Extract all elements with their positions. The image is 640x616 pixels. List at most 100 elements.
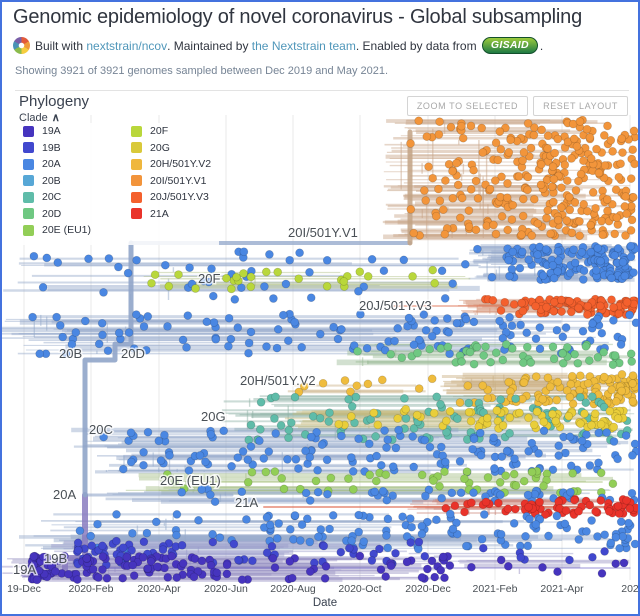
tree-tip[interactable] — [536, 160, 546, 169]
tree-tip[interactable] — [329, 322, 338, 332]
tree-tip[interactable] — [517, 298, 527, 308]
tree-tip[interactable] — [305, 267, 314, 277]
tree-tip[interactable] — [436, 344, 446, 353]
tree-tip[interactable] — [585, 500, 595, 510]
zoom-to-selected-button[interactable]: ZOOM TO SELECTED — [406, 96, 529, 116]
tree-tip[interactable] — [552, 325, 562, 335]
tree-tip[interactable] — [234, 555, 243, 565]
tree-tip[interactable] — [224, 341, 233, 351]
tree-tip[interactable] — [621, 431, 631, 440]
tree-tip[interactable] — [390, 336, 399, 346]
tree-tip[interactable] — [271, 392, 280, 402]
tree-tip[interactable] — [432, 326, 441, 336]
tree-tip[interactable] — [422, 517, 432, 527]
tree-tip[interactable] — [383, 435, 393, 445]
tree-tip[interactable] — [38, 282, 48, 292]
tree-tip[interactable] — [478, 543, 488, 553]
tree-tip[interactable] — [550, 148, 560, 158]
tree-tip[interactable] — [354, 510, 364, 520]
tree-tip[interactable] — [315, 329, 325, 339]
tree-tip[interactable] — [516, 553, 526, 562]
tree-tip[interactable] — [430, 278, 440, 288]
tree-tip[interactable] — [443, 342, 453, 352]
tree-tip[interactable] — [616, 340, 626, 349]
tree-tip[interactable] — [448, 279, 458, 288]
tree-tip[interactable] — [128, 528, 137, 538]
tree-tip[interactable] — [575, 217, 584, 226]
tree-tip[interactable] — [229, 539, 239, 549]
tree-tip[interactable] — [619, 558, 629, 568]
tree-tip[interactable] — [458, 133, 468, 143]
tree-tip[interactable] — [143, 427, 153, 437]
tree-tip[interactable] — [506, 135, 515, 145]
tree-tip[interactable] — [575, 231, 584, 241]
tree-tip[interactable] — [162, 470, 172, 479]
tree-tip[interactable] — [562, 216, 571, 225]
tree-tip[interactable] — [98, 565, 107, 574]
tree-tip[interactable] — [445, 406, 455, 416]
gisaid-badge[interactable]: GISAID — [481, 37, 538, 54]
tree-tip[interactable] — [518, 156, 527, 165]
tree-tip[interactable] — [518, 211, 528, 221]
tree-tip[interactable] — [84, 254, 93, 264]
tree-tip[interactable] — [301, 446, 310, 456]
tree-tip[interactable] — [464, 222, 474, 232]
tree-tip[interactable] — [197, 485, 207, 494]
tree-tip[interactable] — [359, 537, 369, 546]
tree-tip[interactable] — [386, 349, 396, 359]
tree-tip[interactable] — [553, 377, 563, 387]
legend-item[interactable]: 21A — [131, 208, 211, 220]
tree-tip[interactable] — [222, 560, 232, 570]
tree-tip[interactable] — [534, 449, 543, 458]
tree-tip[interactable] — [628, 397, 638, 406]
tree-tip[interactable] — [571, 186, 581, 195]
tree-tip[interactable] — [569, 134, 579, 144]
tree-tip[interactable] — [583, 310, 592, 319]
tree-tip[interactable] — [605, 406, 615, 416]
tree-tip[interactable] — [441, 457, 450, 467]
tree-tip[interactable] — [535, 323, 545, 332]
tree-tip[interactable] — [438, 205, 448, 215]
tree-tip[interactable] — [531, 334, 541, 344]
tree-tip[interactable] — [29, 560, 38, 570]
tree-tip[interactable] — [492, 406, 502, 415]
tree-tip[interactable] — [495, 478, 505, 487]
tree-tip[interactable] — [626, 174, 636, 183]
tree-tip[interactable] — [212, 568, 222, 578]
tree-tip[interactable] — [617, 134, 627, 143]
tree-tip[interactable] — [549, 306, 559, 316]
tree-tip[interactable] — [538, 563, 547, 572]
tree-tip[interactable] — [315, 413, 325, 423]
tree-tip[interactable] — [529, 130, 539, 140]
tree-tip[interactable] — [112, 536, 121, 546]
legend-item[interactable]: 20I/501Y.V1 — [131, 175, 211, 187]
tree-tip[interactable] — [448, 166, 457, 176]
tree-tip[interactable] — [609, 437, 619, 446]
tree-tip[interactable] — [565, 555, 574, 565]
tree-tip[interactable] — [129, 344, 139, 353]
tree-tip[interactable] — [270, 563, 280, 572]
tree-tip[interactable] — [337, 324, 346, 334]
tree-tip[interactable] — [321, 562, 331, 571]
tree-tip[interactable] — [611, 185, 621, 195]
tree-tip[interactable] — [284, 425, 294, 435]
tree-tip[interactable] — [118, 464, 128, 474]
tree-tip[interactable] — [409, 340, 419, 350]
tree-tip[interactable] — [609, 422, 619, 432]
tree-tip[interactable] — [578, 275, 588, 284]
tree-tip[interactable] — [543, 131, 553, 141]
tree-tip[interactable] — [177, 487, 187, 497]
tree-tip[interactable] — [482, 413, 492, 423]
tree-tip[interactable] — [523, 541, 533, 551]
tree-tip[interactable] — [347, 536, 357, 546]
tree-tip[interactable] — [491, 138, 501, 148]
tree-tip[interactable] — [381, 470, 391, 480]
tree-tip[interactable] — [497, 452, 507, 461]
tree-tip[interactable] — [344, 543, 354, 553]
tree-tip[interactable] — [351, 392, 361, 402]
tree-tip[interactable] — [584, 356, 594, 365]
tree-tip[interactable] — [441, 416, 451, 426]
tree-tip[interactable] — [73, 545, 83, 555]
tree-tip[interactable] — [600, 530, 610, 540]
tree-tip[interactable] — [549, 273, 559, 283]
